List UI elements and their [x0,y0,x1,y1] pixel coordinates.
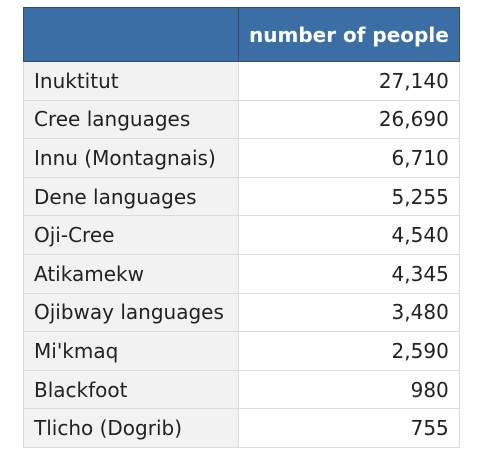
table-row: Cree languages 26,690 [23,99,460,140]
people-cell: 26,690 [238,99,460,140]
people-cell: 4,540 [238,215,460,255]
header-row: number of people [23,7,460,62]
table-header: number of people [23,7,460,62]
people-cell: 4,345 [238,253,460,294]
table-row: Innu (Montagnais) 6,710 [23,138,460,178]
table-row: Inuktitut 27,140 [23,61,460,101]
people-cell: 3,480 [238,292,460,333]
table-row: Atikamekw 4,345 [23,253,460,294]
language-cell: Dene languages [23,176,239,217]
people-cell: 755 [238,408,460,448]
table-row: Blackfoot 980 [23,369,460,410]
language-cell: Inuktitut [23,61,239,101]
language-cell: Innu (Montagnais) [23,138,239,178]
header-cell-blank [23,7,239,62]
table-row: Dene languages 5,255 [23,176,460,217]
header-cell-number-of-people: number of people [238,7,460,62]
people-cell: 2,590 [238,331,460,371]
language-cell: Oji-Cree [23,215,239,255]
data-table-container: number of people Inuktitut 27,140 Cree l… [23,7,460,448]
people-cell: 27,140 [238,61,460,101]
language-cell: Cree languages [23,99,239,140]
language-cell: Atikamekw [23,253,239,294]
table-row: Ojibway languages 3,480 [23,292,460,333]
people-cell: 5,255 [238,176,460,217]
table-body: Inuktitut 27,140 Cree languages 26,690 I… [23,61,460,448]
language-cell: Mi'kmaq [23,331,239,371]
table-row: Tlicho (Dogrib) 755 [23,408,460,448]
languages-table: number of people Inuktitut 27,140 Cree l… [23,7,460,448]
table-row: Mi'kmaq 2,590 [23,331,460,371]
language-cell: Ojibway languages [23,292,239,333]
language-cell: Tlicho (Dogrib) [23,408,239,448]
people-cell: 6,710 [238,138,460,178]
table-row: Oji-Cree 4,540 [23,215,460,255]
people-cell: 980 [238,369,460,410]
language-cell: Blackfoot [23,369,239,410]
